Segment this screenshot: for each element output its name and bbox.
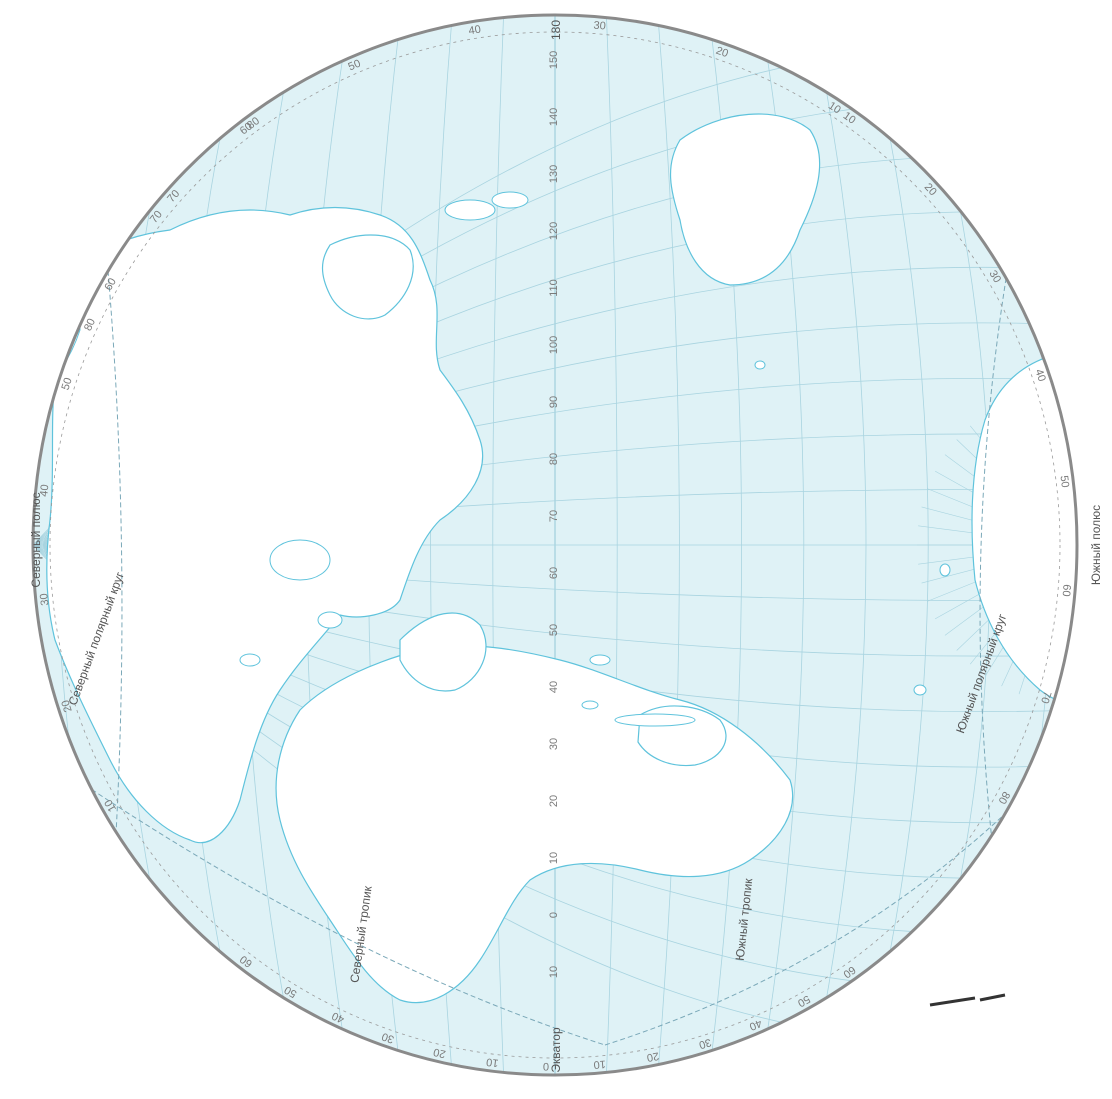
island (913, 684, 927, 696)
meridian-degree-label: 60 (548, 567, 560, 579)
rim-degree-label: 60 (238, 953, 255, 970)
rim-degree-label: 20 (60, 698, 75, 713)
rim-degree-label: 20 (646, 1049, 660, 1063)
island (239, 653, 261, 667)
meridian-degree-label: 10 (548, 852, 560, 864)
meridian-degree-label: 130 (548, 165, 560, 183)
landmass-north-island (321, 234, 414, 320)
meridian-degree-label: 90 (548, 396, 560, 408)
meridian-degree-label: 150 (548, 51, 560, 69)
meridian-degree-label: 30 (548, 738, 560, 750)
island (939, 563, 951, 577)
rim-degree-label: 50 (282, 983, 299, 1000)
north-pole-label: Северный полюс (29, 492, 43, 587)
stray-mark (929, 993, 1006, 1007)
rim-degree-label: 40 (38, 484, 51, 497)
rim-degree-label: 20 (714, 45, 729, 60)
equator-label: Экватор (549, 1027, 563, 1073)
map-rim (31, 13, 1079, 1077)
antarctic-circle-line (979, 214, 1018, 886)
rim-degree-label: 0 (543, 1060, 549, 1072)
rim-degree-label: 60 (1060, 584, 1073, 597)
meridian-degree-label: 110 (548, 279, 560, 297)
special-lines (84, 214, 1036, 1046)
meridian-degree-label: 50 (548, 624, 560, 636)
island (589, 654, 611, 666)
map-rim-inner (49, 31, 1061, 1059)
island (581, 700, 599, 710)
rim-degree-label: 50 (60, 376, 75, 391)
meridian-degree-label: 20 (548, 795, 560, 807)
landmass-northeast (670, 113, 821, 286)
meridian-degree-label: 0 (548, 912, 560, 918)
island (614, 713, 696, 727)
rim-degree-label: 10 (486, 1055, 500, 1068)
meridian-degree-label: 140 (548, 108, 560, 126)
island (754, 360, 766, 370)
rim-degree-label: 40 (468, 24, 482, 38)
landmass-northwest (46, 206, 484, 844)
meridian-degree-label: 70 (548, 510, 560, 522)
rim-degree-label: 50 (347, 58, 363, 74)
rim-degree-label: 80 (996, 789, 1012, 806)
rim-degree-label: 50 (795, 993, 812, 1009)
meridian-degree-label: 40 (548, 681, 560, 693)
landmass-peninsula (399, 612, 487, 692)
rim-degree-label: 60 (102, 276, 119, 293)
meridian-degree-label: 80 (548, 453, 560, 465)
island (444, 199, 496, 221)
meridian-degree-label: 100 (548, 336, 560, 354)
island (491, 191, 529, 209)
rim-degree-label: 30 (697, 1036, 712, 1051)
rim-degree-label: 60 (238, 120, 255, 137)
island (269, 539, 331, 581)
rim-degree-label: 10 (102, 797, 119, 814)
rim-degree-label: 30 (986, 268, 1003, 285)
island (317, 611, 343, 629)
rim-degree-label: 70 (148, 209, 165, 226)
rim-degree-label: 80 (245, 115, 262, 132)
rim-degree-label: 30 (38, 593, 51, 606)
rim-degree-label: 40 (1032, 368, 1047, 383)
rim-degree-label: 40 (330, 1009, 346, 1025)
meridian-degree-label: 10 (548, 966, 560, 978)
rim-degree-label: 40 (747, 1017, 763, 1033)
rim-degree-label: 10 (826, 100, 843, 117)
rim-degree-label: 30 (380, 1030, 395, 1045)
rim-degree-label: 10 (593, 1057, 606, 1070)
south-pole-label: Южный полюс (1089, 505, 1103, 585)
tropic-north-line (84, 784, 606, 1046)
rim-degree-label: 30 (593, 20, 606, 33)
rim-degree-label: 60 (841, 963, 858, 980)
meridian-degree-label: 120 (548, 222, 560, 240)
meridian-180-label: 180 (549, 20, 563, 40)
rim-degree-label: 20 (432, 1045, 447, 1059)
rim-degree-label: 70 (1038, 690, 1053, 705)
rim-degree-label: 80 (82, 317, 98, 333)
rim-degree-label: 10 (841, 110, 858, 127)
rim-degree-label: 50 (1057, 475, 1070, 489)
islands (239, 191, 951, 727)
